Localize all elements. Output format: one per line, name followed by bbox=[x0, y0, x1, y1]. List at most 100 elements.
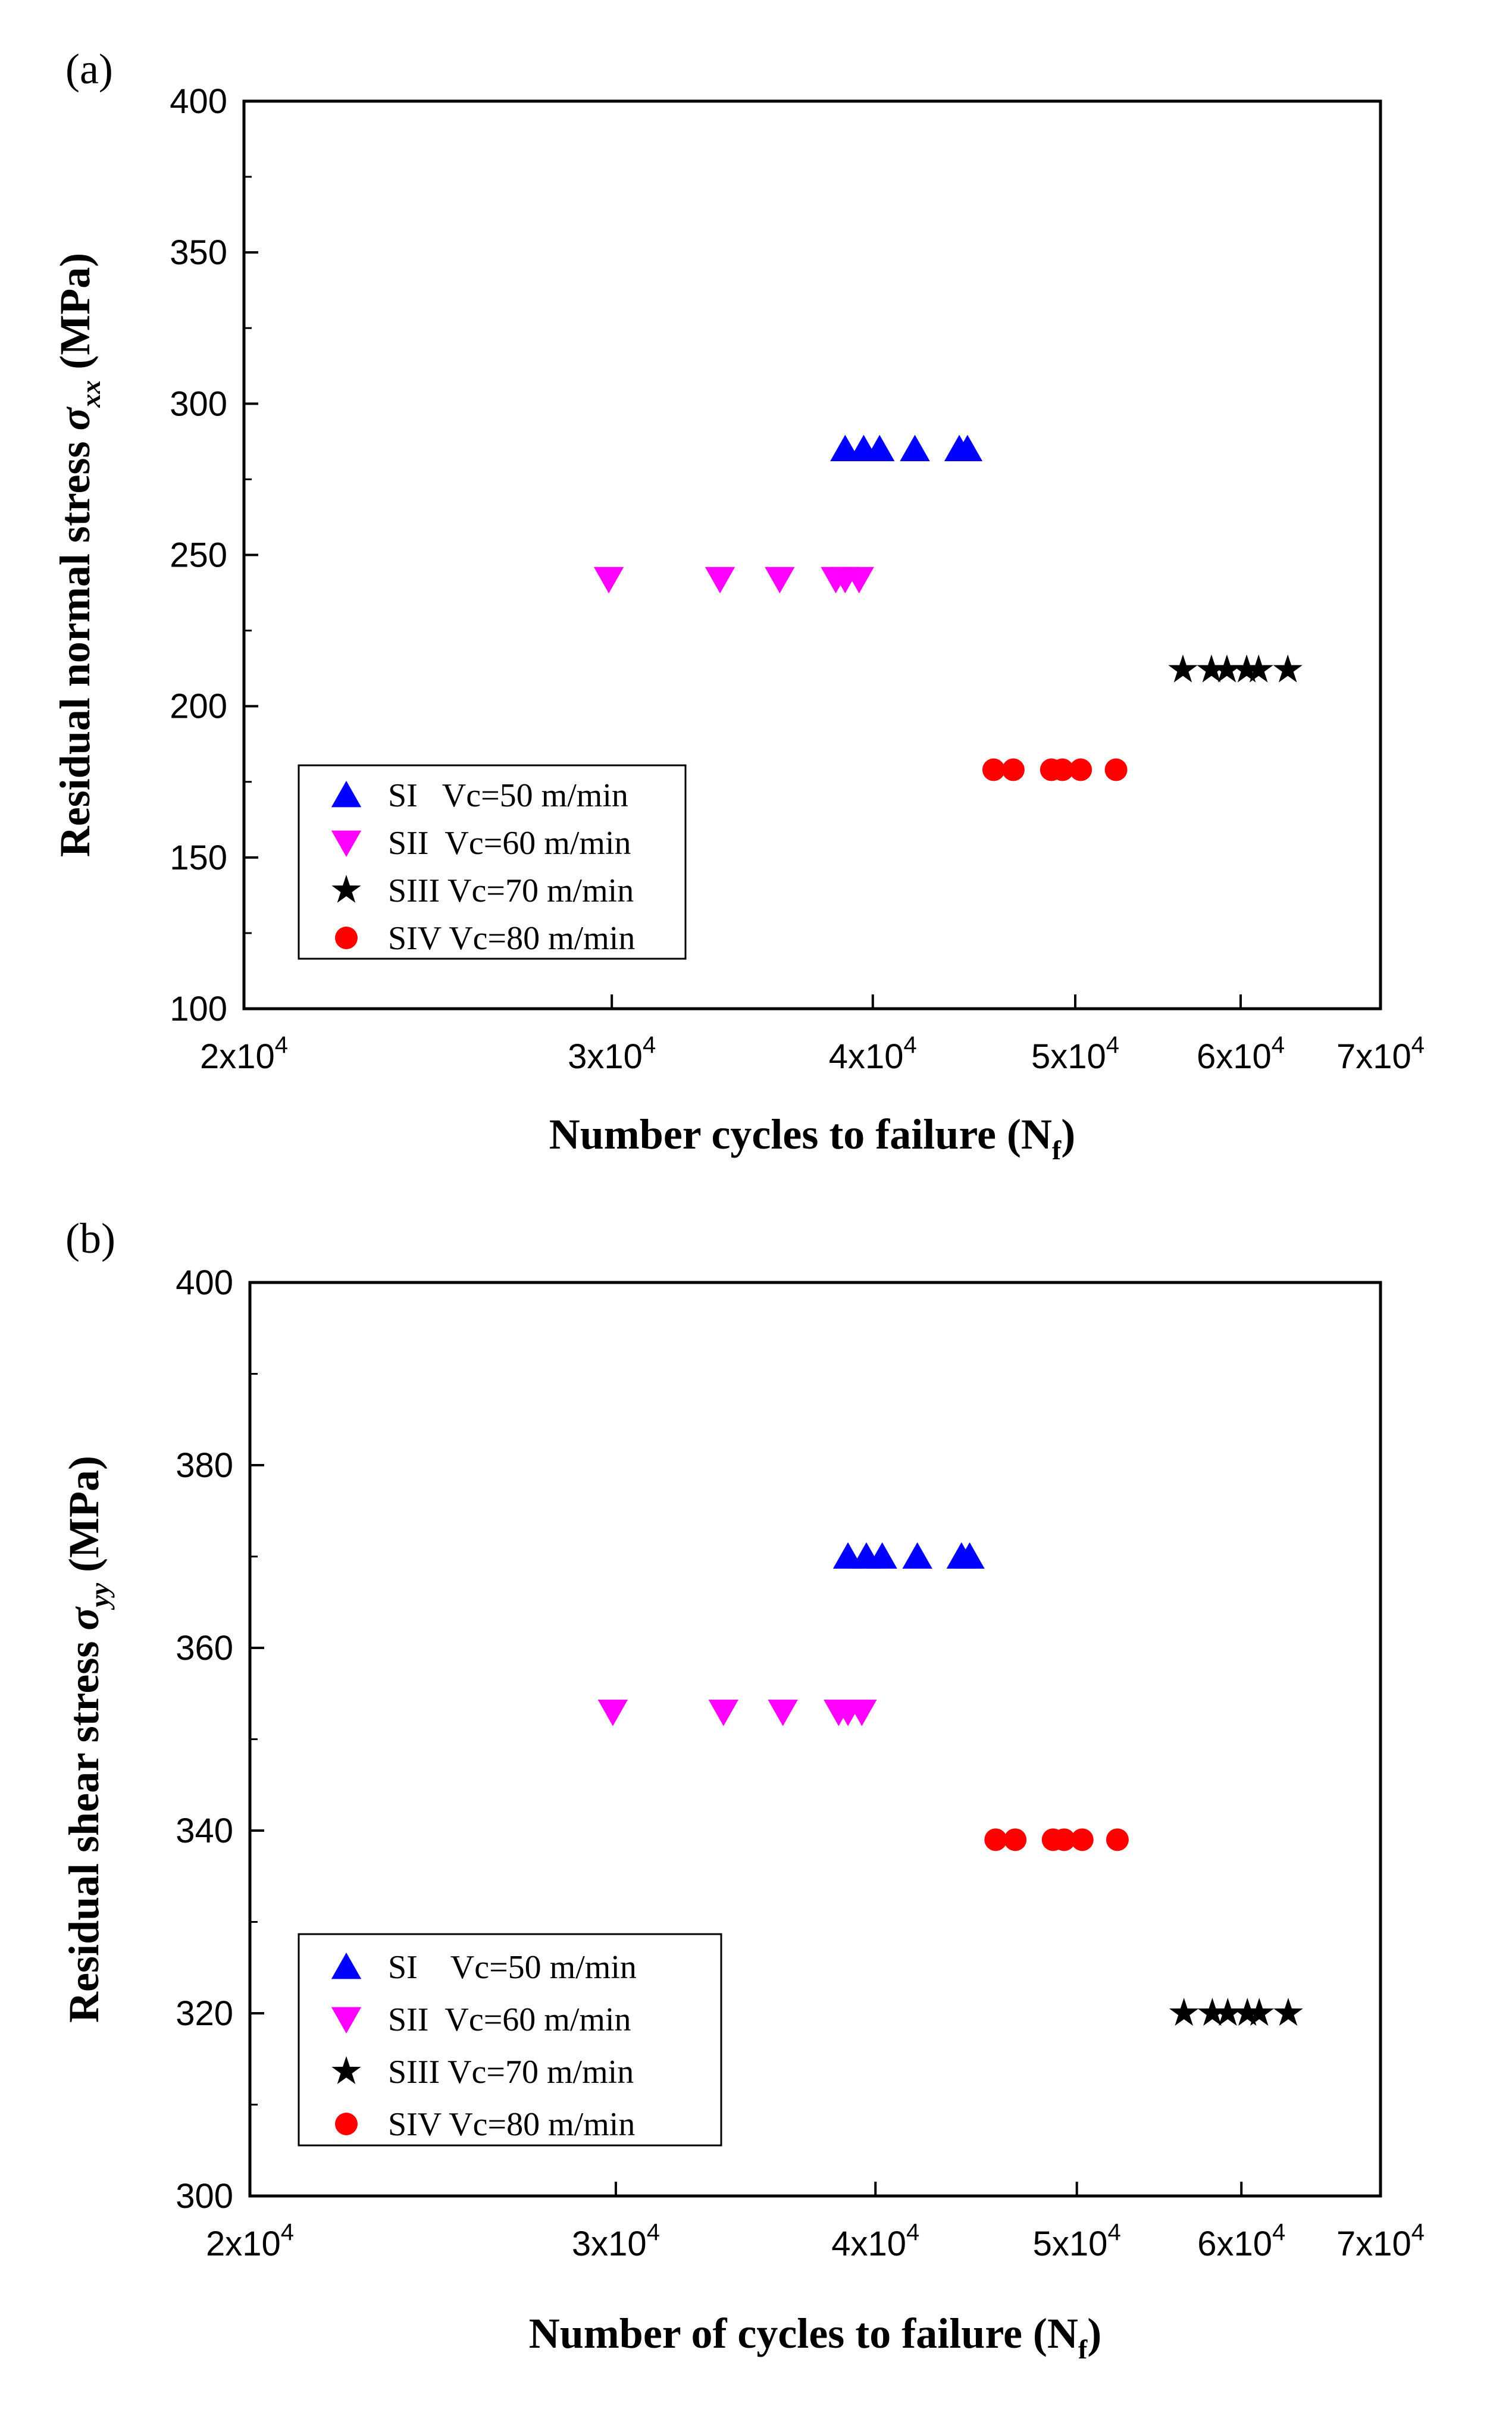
x-tick-label: 5x104 bbox=[1031, 1032, 1119, 1076]
data-point bbox=[1053, 1828, 1076, 1851]
legend-label: SIV Vc=80 m/min bbox=[388, 920, 635, 957]
series-siii bbox=[1169, 1998, 1303, 2026]
data-point bbox=[1212, 654, 1242, 683]
x-tick-label-exponent: 4 bbox=[1272, 2219, 1285, 2245]
y-tick-label: 360 bbox=[176, 1629, 233, 1668]
data-point bbox=[705, 567, 735, 594]
data-point bbox=[765, 567, 795, 594]
y-tick-label: 300 bbox=[176, 2177, 233, 2216]
x-tick-label-exponent: 4 bbox=[906, 2219, 919, 2245]
data-point bbox=[1213, 1998, 1242, 2026]
x-axis-title-end: ) bbox=[1087, 2310, 1101, 2357]
y-tick-label: 100 bbox=[170, 990, 227, 1028]
x-tick-label-exponent: 4 bbox=[904, 1032, 917, 1058]
data-point bbox=[1051, 758, 1074, 781]
data-point bbox=[864, 434, 895, 461]
x-tick-label: 6x104 bbox=[1197, 1032, 1285, 1076]
x-tick-label: 3x104 bbox=[568, 1032, 656, 1076]
x-tick-label: 3x104 bbox=[572, 2219, 660, 2263]
data-point bbox=[1168, 654, 1198, 683]
panel-label: (b) bbox=[65, 1215, 115, 1262]
x-tick-label: 4x104 bbox=[829, 1032, 917, 1076]
x-axis-title-main: Number of cycles to failure (N bbox=[529, 2310, 1078, 2357]
series-sii bbox=[593, 567, 874, 594]
x-axis-title: Number of cycles to failure (Nf) bbox=[529, 2310, 1101, 2364]
legend-box bbox=[298, 1933, 722, 2147]
x-tick-label-exponent: 4 bbox=[1106, 1032, 1119, 1058]
legend: SI Vc=50 m/min SII Vc=60 m/min SIII Vc=70 … bbox=[298, 1933, 722, 2147]
data-point bbox=[597, 1700, 628, 1726]
x-axis-title-subscript: f bbox=[1052, 1135, 1062, 1165]
data-point bbox=[1197, 1998, 1228, 2026]
x-tick-label-exponent: 4 bbox=[647, 2219, 660, 2245]
series-siv bbox=[982, 758, 1128, 781]
x-tick-label-mantissa: 2x10 bbox=[206, 2225, 281, 2263]
x-tick-label: 2x104 bbox=[200, 1032, 288, 1076]
legend-marker-siv bbox=[335, 2113, 358, 2135]
x-tick-label-exponent: 4 bbox=[1411, 1032, 1425, 1058]
x-tick-label: 5x104 bbox=[1033, 2219, 1121, 2263]
y-tick-label: 200 bbox=[170, 687, 227, 726]
x-tick-label-exponent: 4 bbox=[643, 1032, 656, 1058]
data-point bbox=[593, 567, 624, 594]
data-point bbox=[708, 1700, 739, 1726]
x-tick-label-mantissa: 3x10 bbox=[572, 2225, 647, 2263]
legend-label: SI Vc=50 m/min bbox=[388, 777, 628, 814]
y-tick-label: 320 bbox=[176, 1994, 233, 2033]
y-axis-title-main: Residual normal stress bbox=[51, 431, 99, 858]
y-axis-title-symbol: σ bbox=[51, 406, 99, 431]
legend-label: SIV Vc=80 m/min bbox=[388, 2106, 635, 2143]
data-point bbox=[1273, 654, 1303, 683]
data-point bbox=[1244, 654, 1273, 683]
y-tick-label: 400 bbox=[170, 82, 227, 121]
legend-marker-siv bbox=[335, 927, 358, 949]
data-point bbox=[844, 567, 874, 594]
x-tick-label-exponent: 4 bbox=[275, 1032, 288, 1058]
x-tick-label-mantissa: 3x10 bbox=[568, 1037, 643, 1076]
y-axis-title-end: (MPa) bbox=[60, 1456, 108, 1583]
x-tick-label-mantissa: 5x10 bbox=[1031, 1037, 1106, 1076]
data-point bbox=[900, 434, 930, 461]
x-tick-label-exponent: 4 bbox=[1272, 1032, 1285, 1058]
legend-marker-si bbox=[331, 1953, 362, 1979]
data-point bbox=[1273, 1998, 1303, 2026]
y-axis-title-subscript: yy bbox=[84, 1582, 115, 1610]
data-point bbox=[982, 758, 1005, 781]
legend-label: SIII Vc=70 m/min bbox=[388, 872, 634, 909]
x-axis-title-end: ) bbox=[1061, 1110, 1075, 1158]
y-tick-label: 150 bbox=[170, 839, 227, 877]
data-point bbox=[1244, 1998, 1274, 2026]
x-tick-label-mantissa: 6x10 bbox=[1197, 1037, 1272, 1076]
x-axis-title-main: Number cycles to failure (N bbox=[549, 1110, 1052, 1158]
data-point bbox=[768, 1700, 798, 1726]
x-tick-label-exponent: 4 bbox=[1107, 2219, 1120, 2245]
y-tick-label: 400 bbox=[176, 1263, 233, 1302]
legend-marker-siii bbox=[331, 875, 361, 903]
data-point bbox=[1232, 654, 1261, 683]
data-point bbox=[1232, 1998, 1262, 2026]
x-tick-label-exponent: 4 bbox=[1411, 2219, 1425, 2245]
legend-box bbox=[298, 764, 687, 960]
data-point bbox=[1001, 758, 1025, 781]
data-point bbox=[1197, 654, 1226, 683]
y-tick-label: 250 bbox=[170, 536, 227, 575]
data-point bbox=[902, 1542, 932, 1569]
legend-label: SII Vc=60 m/min bbox=[388, 2001, 631, 2038]
data-point bbox=[1169, 1998, 1199, 2026]
series-siv bbox=[984, 1828, 1129, 1851]
legend-label: SII Vc=60 m/min bbox=[388, 825, 631, 862]
y-axis-title-subscript: xx bbox=[76, 380, 106, 408]
data-point bbox=[847, 1700, 877, 1726]
x-tick-label: 7x104 bbox=[1336, 2219, 1425, 2263]
y-axis-title: Residual shear stress σyy (MPa) bbox=[60, 1456, 115, 2023]
y-axis-title-end: (MPa) bbox=[51, 253, 99, 380]
data-point bbox=[1069, 758, 1092, 781]
x-tick-label-mantissa: 7x10 bbox=[1336, 1037, 1411, 1076]
data-point bbox=[952, 434, 983, 461]
data-point bbox=[954, 1542, 985, 1569]
y-axis-title: Residual normal stress σxx (MPa) bbox=[51, 253, 106, 857]
data-point bbox=[984, 1828, 1007, 1851]
